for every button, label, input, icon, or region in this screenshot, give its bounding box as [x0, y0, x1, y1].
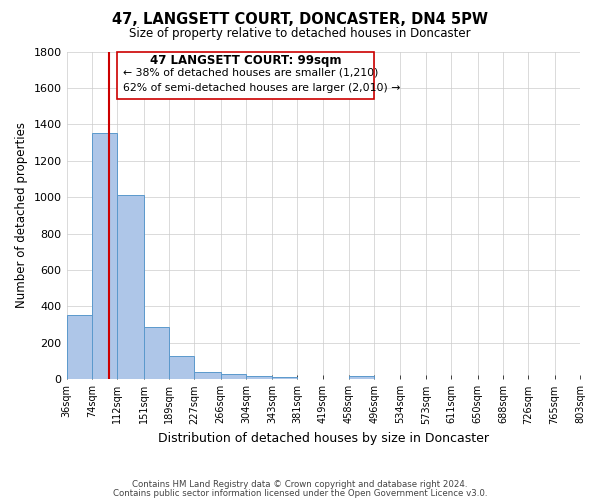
- Y-axis label: Number of detached properties: Number of detached properties: [15, 122, 28, 308]
- Bar: [246, 376, 272, 380]
- Bar: [169, 356, 194, 380]
- Bar: [67, 314, 92, 380]
- Bar: [118, 196, 143, 380]
- Text: ← 38% of detached houses are smaller (1,210): ← 38% of detached houses are smaller (1,…: [123, 68, 378, 78]
- Bar: [272, 376, 298, 380]
- Text: 62% of semi-detached houses are larger (2,010) →: 62% of semi-detached houses are larger (…: [123, 84, 400, 94]
- Bar: [221, 374, 246, 380]
- Text: 47 LANGSETT COURT: 99sqm: 47 LANGSETT COURT: 99sqm: [150, 54, 342, 67]
- X-axis label: Distribution of detached houses by size in Doncaster: Distribution of detached houses by size …: [158, 432, 489, 445]
- Text: 47, LANGSETT COURT, DONCASTER, DN4 5PW: 47, LANGSETT COURT, DONCASTER, DN4 5PW: [112, 12, 488, 28]
- Bar: [194, 372, 221, 380]
- FancyBboxPatch shape: [118, 52, 374, 99]
- Bar: [92, 134, 118, 380]
- Bar: [143, 328, 169, 380]
- Text: Size of property relative to detached houses in Doncaster: Size of property relative to detached ho…: [129, 28, 471, 40]
- Text: Contains public sector information licensed under the Open Government Licence v3: Contains public sector information licen…: [113, 488, 487, 498]
- Text: Contains HM Land Registry data © Crown copyright and database right 2024.: Contains HM Land Registry data © Crown c…: [132, 480, 468, 489]
- Bar: [349, 376, 374, 380]
